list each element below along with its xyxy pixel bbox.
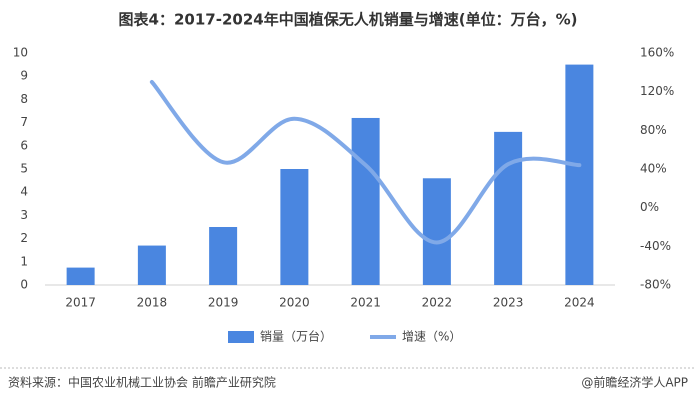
y2-tick-label: 120% [640,84,674,98]
y-tick-label: 1 [20,254,28,268]
chart-title: 图表4：2017-2024年中国植保无人机销量与增速(单位：万台，%) [119,11,578,29]
bar [209,227,238,285]
bar [66,267,95,285]
bar [280,169,309,285]
legend-label: 销量（万台） [260,329,332,344]
x-tick-label: 2018 [137,296,168,310]
y2-tick-label: -40% [640,239,671,253]
bar [494,131,523,285]
x-tick-label: 2020 [279,296,310,310]
x-tick-label: 2017 [65,296,96,310]
bar [351,117,380,286]
y-tick-label: 0 [20,278,28,292]
y-tick-label: 9 [20,69,28,83]
y-tick-label: 2 [20,231,28,245]
y2-tick-label: 0% [640,200,659,214]
y2-tick-label: 160% [640,46,674,60]
y-tick-label: 8 [20,92,28,106]
x-tick-label: 2021 [350,296,381,310]
y2-tick-label: 80% [640,123,667,137]
legend-swatch [228,331,254,343]
bar [422,178,451,285]
x-tick-label: 2024 [564,296,595,310]
bar [137,245,166,285]
line [149,80,582,245]
y-tick-label: 4 [20,185,28,199]
y-tick-label: 10 [13,46,28,60]
source: 资料来源：中国农业机械工业协会 前瞻产业研究院 [8,375,276,390]
y2-tick-label: 40% [640,162,667,176]
legend-label: 增速（%） [402,330,461,344]
x-tick-label: 2019 [208,296,239,310]
y-tick-label: 6 [20,138,28,152]
credit: @前瞻经济学人APP [581,375,688,390]
y-tick-label: 3 [20,208,28,222]
y2-tick-label: -80% [640,278,671,292]
y-tick-label: 5 [20,162,28,176]
bar [565,64,594,285]
x-tick-label: 2022 [422,296,453,310]
x-tick-label: 2023 [493,296,524,310]
y-tick-label: 7 [20,115,28,129]
